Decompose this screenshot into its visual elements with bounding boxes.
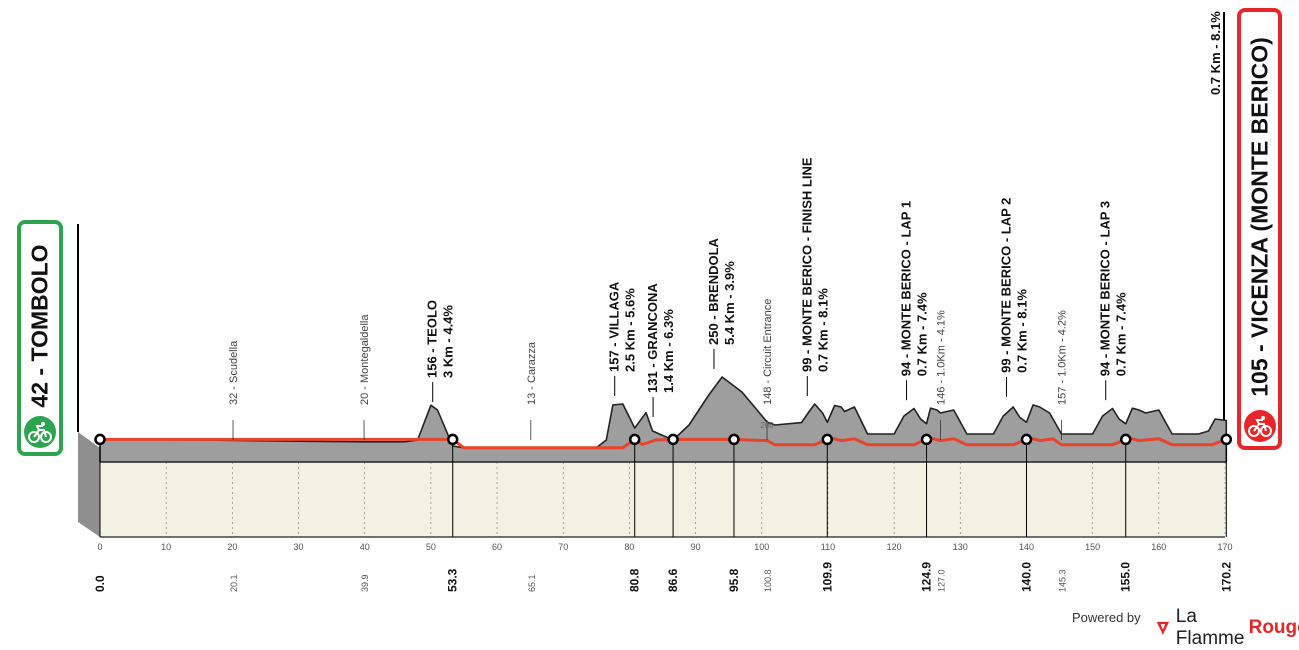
km-axis: 0 10 20 30 40 50 60 70 80 90 100 110 120 130 140 150 160… <box>97 536 1233 552</box>
start-badge: 42 - TOMBOLO <box>17 220 63 456</box>
minor-label: 148 - Circuit Entrance <box>762 299 774 405</box>
cyclist-icon <box>24 416 56 448</box>
x-tick-label: 130 <box>953 542 968 552</box>
waypoint-dot <box>728 433 740 446</box>
x-tick-label: 150 <box>1085 542 1100 552</box>
climb-detail: 1.4 Km - 6.3% <box>661 309 676 393</box>
distance-label: 145.3 <box>1058 569 1068 592</box>
waypoint-dot <box>667 433 679 446</box>
distance-label: 100.8 <box>763 569 773 592</box>
x-tick-label: 120 <box>887 542 902 552</box>
distance-labels: 0.0 20.1 39.9 53.3 65.1 80.8 86.6 95.8 100.8 109.… <box>93 562 1233 592</box>
flame-icon <box>1156 621 1170 635</box>
distance-label: 140.0 <box>1019 562 1033 592</box>
x-tick-label: 40 <box>360 542 370 552</box>
brand-logo: La FlammeRouge <box>1156 606 1299 650</box>
climb-name: 156 - TEOLO <box>425 300 440 378</box>
climb-name: 99 - MONTE BERICO - FINISH LINE <box>799 157 814 372</box>
x-tick-label: 100 <box>754 542 769 552</box>
powered-by-text: Powered by <box>1072 610 1141 625</box>
finish-label: 105 - VICENZA (MONTE BERICO) <box>1246 37 1272 397</box>
distance-label: 0.0 <box>93 575 107 592</box>
distance-label: 155.0 <box>1119 562 1133 592</box>
waypoint-dot <box>1220 433 1233 446</box>
x-tick-label: 90 <box>691 542 701 552</box>
minor-label: 157 - 1.0Km - 4.2% <box>1057 310 1069 405</box>
x-tick-label: 20 <box>227 542 237 552</box>
x-tick-label: 10 <box>161 542 171 552</box>
x-tick-label: 0 <box>97 542 102 552</box>
waypoint-dot <box>628 433 641 446</box>
x-tick-label: 60 <box>492 542 502 552</box>
x-tick-label: 70 <box>558 542 568 552</box>
climb-detail: 2.5 Km - 5.6% <box>623 288 638 372</box>
start-label: 42 - TOMBOLO <box>26 244 53 408</box>
climb-detail: 0.7 Km - 8.1% <box>815 288 830 372</box>
distance-label: 53.3 <box>446 568 460 592</box>
climb-labels: 156 - TEOLO 3 Km - 4.4% 157 - VILLAGA 2.5 K… <box>228 11 1223 440</box>
x-tick-label: 140 <box>1019 542 1034 552</box>
profile-base <box>77 12 1227 537</box>
x-tick-label: 80 <box>624 542 634 552</box>
minor-label: 32 - Scudella <box>228 340 240 405</box>
x-tick-label: 110 <box>821 542 835 552</box>
waypoint-dot <box>1119 433 1132 446</box>
distance-label: 170.2 <box>1219 562 1233 592</box>
climb-detail: 0.7 Km - 7.4% <box>915 292 930 376</box>
finish-climb-detail: 0.7 Km - 8.1% <box>1208 11 1223 95</box>
brand-name: La Flamme <box>1175 606 1245 649</box>
minor-label: 146 - 1.0Km - 4.1% <box>935 310 947 405</box>
waypoint-dot <box>94 433 106 446</box>
x-tick-label: 50 <box>426 542 436 552</box>
waypoint-dot <box>1020 433 1033 446</box>
distance-label: 20.1 <box>229 574 239 592</box>
distance-label: 39.9 <box>360 574 370 592</box>
distance-label: 86.6 <box>666 568 680 592</box>
climb-name: 94 - MONTE BERICO - LAP 3 <box>1098 201 1113 376</box>
distance-label: 109.9 <box>820 562 834 592</box>
x-tick-label: 170 <box>1217 542 1232 552</box>
climb-name: 157 - VILLAGA <box>607 281 622 372</box>
finish-badge: 105 - VICENZA (MONTE BERICO) <box>1237 8 1282 450</box>
brand-name-accent: Rouge <box>1248 617 1299 638</box>
distance-label: 80.8 <box>628 568 642 592</box>
waypoint-dots <box>94 433 1233 537</box>
x-tick-label: 160 <box>1151 542 1166 552</box>
distance-label: 95.8 <box>727 568 741 592</box>
climb-detail: 0.7 Km - 7.4% <box>1114 292 1129 376</box>
side-wall <box>78 432 100 537</box>
minor-label: 20 - Montegaldella <box>359 314 371 405</box>
waypoint-dot <box>446 433 459 446</box>
distance-label: 124.9 <box>920 562 934 592</box>
x-tick-label: 30 <box>294 542 304 552</box>
minor-label: 13 - Carazza <box>526 341 538 405</box>
climb-name: 250 - BRENDOLA <box>706 237 721 345</box>
climb-detail: 5.4 Km - 3.9% <box>722 261 737 345</box>
climb-name: 99 - MONTE BERICO - LAP 2 <box>998 198 1013 373</box>
climb-name: 94 - MONTE BERICO - LAP 1 <box>899 201 914 376</box>
waypoint-dot <box>821 433 834 446</box>
ground-fill <box>100 452 1227 537</box>
climb-detail: 3 Km - 4.4% <box>441 305 456 378</box>
waypoint-dot <box>920 433 933 446</box>
cyclist-icon <box>1243 410 1276 442</box>
distance-label: 65.1 <box>527 574 537 592</box>
spot-elevation: 200 <box>760 421 774 430</box>
climb-name: 131 - GRANCONA <box>645 283 660 393</box>
climb-detail: 0.7 Km - 8.1% <box>1014 289 1029 373</box>
distance-label: 127.0 <box>936 569 946 592</box>
